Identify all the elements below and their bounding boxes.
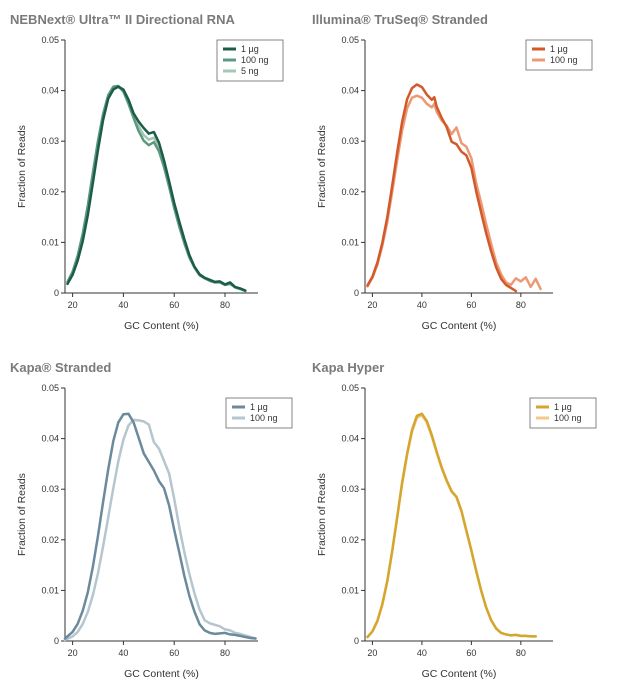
y-tick-label: 0: [354, 636, 359, 646]
series-line-2: [366, 414, 537, 639]
legend-label: 100 ng: [250, 413, 278, 423]
x-tick-label: 80: [220, 300, 230, 310]
x-axis-label: GC Content (%): [422, 320, 497, 332]
chart-panel-4: Kapa Hyper 0 0.01 0.02 0.03 0.04 0.05 20 40 60 80 G…: [312, 360, 597, 680]
x-tick-label: 20: [68, 648, 78, 658]
y-tick-label: 0.04: [341, 86, 359, 96]
y-axis-label: Fraction of Reads: [16, 125, 28, 208]
y-tick-label: 0.05: [41, 383, 59, 393]
y-tick-label: 0: [54, 636, 59, 646]
legend-label: 100 ng: [550, 55, 578, 65]
x-tick-label: 60: [466, 648, 476, 658]
y-tick-label: 0.02: [341, 187, 359, 197]
y-tick-label: 0.02: [341, 535, 359, 545]
series-line-2: [66, 84, 247, 293]
legend-label: 100 ng: [241, 55, 269, 65]
series-line-2: [366, 94, 542, 291]
x-axis-label: GC Content (%): [124, 668, 199, 680]
series-line-1: [66, 85, 247, 292]
y-tick-label: 0.04: [341, 434, 359, 444]
y-tick-label: 0.03: [341, 484, 359, 494]
y-tick-label: 0.03: [41, 484, 59, 494]
legend-label: 1 µg: [241, 44, 259, 54]
y-tick-label: 0.05: [341, 35, 359, 45]
x-tick-label: 80: [516, 648, 526, 658]
y-tick-label: 0: [354, 288, 359, 298]
legend-label: 1 µg: [554, 402, 572, 412]
x-tick-label: 20: [68, 300, 78, 310]
y-tick-label: 0.04: [41, 434, 59, 444]
y-tick-label: 0.03: [41, 136, 59, 146]
x-tick-label: 60: [466, 300, 476, 310]
x-tick-label: 60: [169, 300, 179, 310]
legend-label: 5 ng: [241, 66, 259, 76]
x-tick-label: 20: [367, 300, 377, 310]
legend-label: 1 µg: [250, 402, 268, 412]
x-tick-label: 40: [118, 648, 128, 658]
chart-panel-3: Kapa® Stranded 0 0.01 0.02 0.03 0.04 0.05 20 40 6…: [10, 360, 293, 680]
chart-panel-2: Illumina® TruSeq® Stranded 0 0.01 0.02 0.03 0…: [312, 12, 593, 332]
x-tick-label: 40: [417, 300, 427, 310]
x-tick-label: 60: [169, 648, 179, 658]
y-axis-label: Fraction of Reads: [16, 473, 28, 556]
chart-title: Illumina® TruSeq® Stranded: [312, 12, 488, 27]
legend-box: [525, 39, 593, 71]
series-line-1: [366, 83, 518, 293]
y-axis-label: Fraction of Reads: [316, 125, 328, 208]
chart-title: Kapa Hyper: [312, 360, 384, 375]
x-tick-label: 40: [417, 648, 427, 658]
x-tick-label: 40: [118, 300, 128, 310]
legend-label: 100 ng: [554, 413, 582, 423]
series-line-2: [63, 418, 257, 642]
series-line-1: [366, 412, 537, 639]
y-tick-label: 0.04: [41, 86, 59, 96]
x-axis-label: GC Content (%): [124, 320, 199, 332]
chart-title: NEBNext® Ultra™ II Directional RNA: [10, 12, 235, 27]
legend-box: [529, 397, 597, 429]
y-axis-label: Fraction of Reads: [316, 473, 328, 556]
y-tick-label: 0.01: [341, 237, 359, 247]
y-tick-label: 0.02: [41, 187, 59, 197]
y-tick-label: 0.02: [41, 535, 59, 545]
series-line-1: [63, 412, 257, 640]
chart-title: Kapa® Stranded: [10, 360, 111, 375]
x-tick-label: 20: [367, 648, 377, 658]
y-tick-label: 0.01: [341, 585, 359, 595]
y-tick-label: 0.03: [341, 136, 359, 146]
y-tick-label: 0.01: [41, 237, 59, 247]
x-tick-label: 80: [220, 648, 230, 658]
series-line-3: [66, 85, 247, 293]
legend-box: [225, 397, 293, 429]
x-tick-label: 80: [516, 300, 526, 310]
y-tick-label: 0: [54, 288, 59, 298]
legend-label: 1 µg: [550, 44, 568, 54]
y-tick-label: 0.01: [41, 585, 59, 595]
y-tick-label: 0.05: [341, 383, 359, 393]
y-tick-label: 0.05: [41, 35, 59, 45]
chart-panel-1: NEBNext® Ultra™ II Directional RNA 0 0.01 0…: [10, 12, 284, 332]
x-axis-label: GC Content (%): [422, 668, 497, 680]
